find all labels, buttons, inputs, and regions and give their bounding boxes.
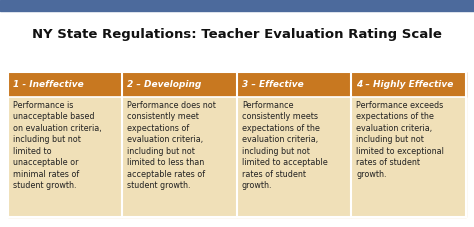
Bar — [237, 72, 352, 97]
Text: Performance
consistently meets
expectations of the
evaluation criteria,
includin: Performance consistently meets expectati… — [242, 101, 328, 190]
Bar — [237, 97, 352, 217]
Text: 3 – Effective: 3 – Effective — [242, 80, 304, 89]
Text: NY State Regulations: Teacher Evaluation Rating Scale: NY State Regulations: Teacher Evaluation… — [32, 28, 442, 41]
Bar — [122, 72, 237, 97]
Bar — [122, 97, 237, 217]
Bar — [0, 0, 474, 11]
Text: 2 – Developing: 2 – Developing — [128, 80, 202, 89]
Text: Performance exceeds
expectations of the
evaluation criteria,
including but not
l: Performance exceeds expectations of the … — [356, 101, 444, 179]
Text: 4 – Highly Effective: 4 – Highly Effective — [356, 80, 454, 89]
Text: 1 - Ineffective: 1 - Ineffective — [13, 80, 84, 89]
Text: Performance does not
consistently meet
expectations of
evaluation criteria,
incl: Performance does not consistently meet e… — [128, 101, 216, 190]
Bar — [352, 97, 466, 217]
Bar — [8, 72, 466, 217]
Bar — [8, 72, 122, 97]
Bar — [352, 72, 466, 97]
Text: Performance is
unacceptable based
on evaluation criteria,
including but not
limi: Performance is unacceptable based on eva… — [13, 101, 101, 190]
Bar — [8, 97, 122, 217]
